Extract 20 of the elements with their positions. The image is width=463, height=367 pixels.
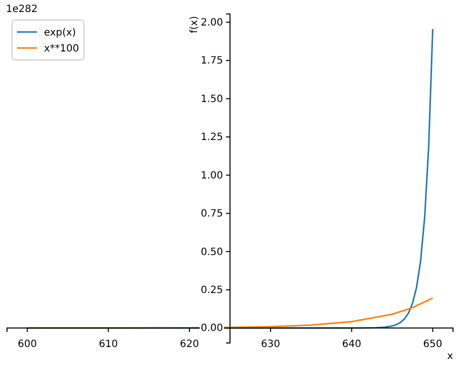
legend-label: exp(x) [44,28,76,38]
x-tick-label: 600 [18,339,37,350]
x-tick-label: 640 [342,339,362,350]
legend-label: x**100 [44,44,80,54]
y-tick-label: 0.75 [200,208,223,220]
x-tick-label: 650 [423,339,442,350]
annotation: 1e282 [6,4,38,15]
x-tick-label: 630 [261,339,280,350]
x-tick-label: 620 [180,339,199,350]
y-tick-label: 0.25 [200,284,223,296]
y-tick-label: 1.00 [200,170,223,182]
y-tick-label: 0.50 [200,246,223,258]
y-axis-title: f(x) [189,16,200,34]
y-tick-label: 1.75 [200,56,223,67]
y-tick-label: 1.50 [200,94,223,105]
y-tick-label: 0.00 [200,323,223,334]
y-tick-label: 1.25 [200,132,223,144]
x-tick-label: 610 [98,339,118,350]
y-tick-label: 2.00 [200,17,223,28]
x-axis-title: x [447,351,454,362]
